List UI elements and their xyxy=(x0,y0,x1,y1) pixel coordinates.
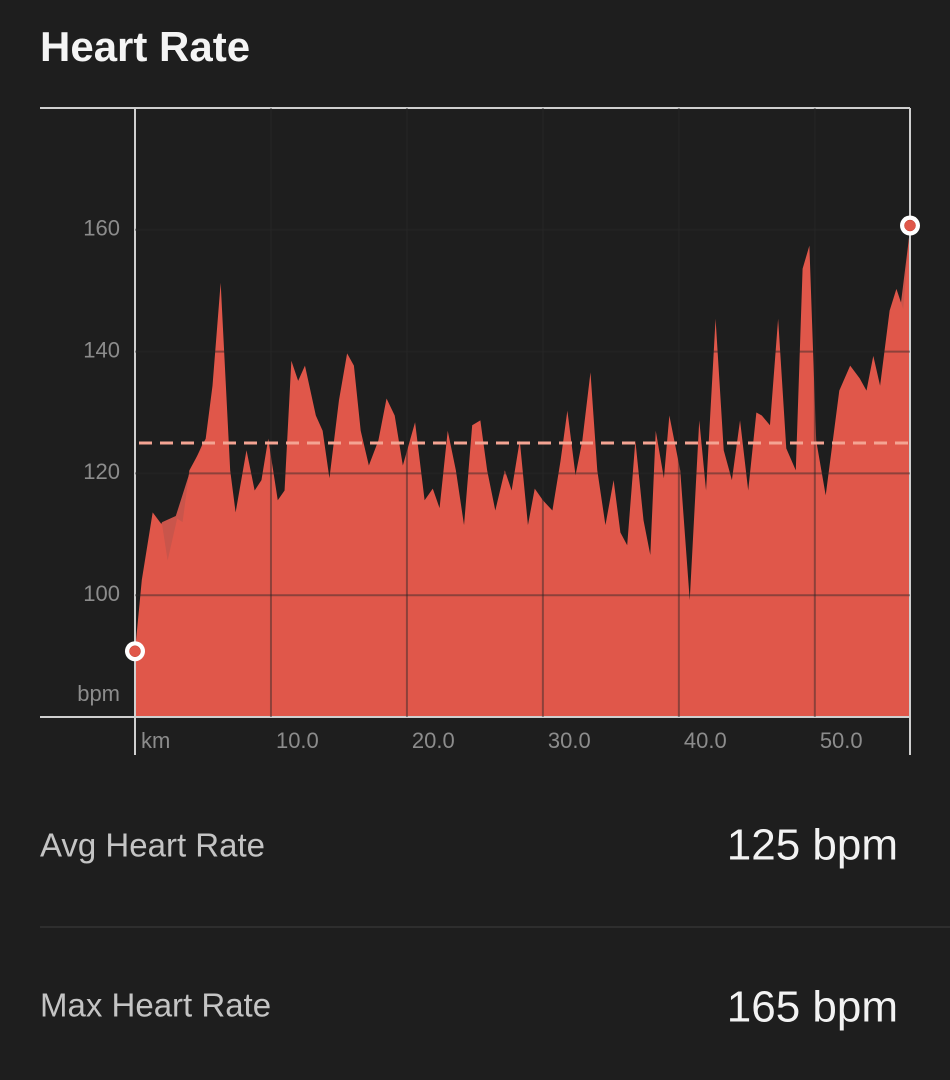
x-tick-label: 30.0 xyxy=(548,728,591,753)
chart-title: Heart Rate xyxy=(40,23,250,70)
y-axis-label: bpm xyxy=(77,681,120,706)
x-tick-label: 10.0 xyxy=(276,728,319,753)
overlay: 100 120 140 160 10.0 20.0 30.0 40.0 50.0 xyxy=(83,108,920,753)
x-tick-label: 50.0 xyxy=(820,728,863,753)
y-tick-label: 140 xyxy=(83,337,120,362)
stat-label: Avg Heart Rate xyxy=(40,827,265,864)
stat-label: Max Heart Rate xyxy=(40,987,271,1024)
stat-value: 125 bpm xyxy=(727,821,898,870)
x-tick-label: 20.0 xyxy=(412,728,455,753)
endpoint-dot xyxy=(904,219,916,232)
endpoint-dot xyxy=(129,645,141,657)
y-tick-label: 160 xyxy=(83,216,120,241)
x-axis-label: km xyxy=(141,728,170,753)
stat-value: 165 bpm xyxy=(727,983,898,1032)
x-tick-label: 40.0 xyxy=(684,728,727,753)
y-tick-label: 120 xyxy=(83,459,120,484)
y-tick-label: 100 xyxy=(83,581,120,606)
plot xyxy=(135,225,910,718)
area xyxy=(135,225,910,718)
